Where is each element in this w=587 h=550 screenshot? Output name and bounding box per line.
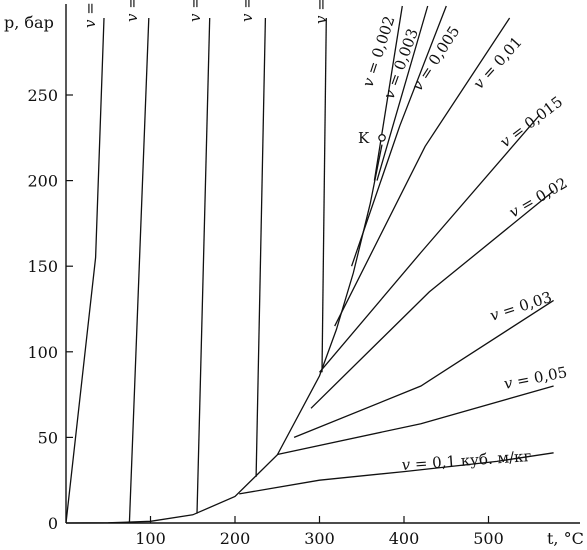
isochore-v-0-003 [376, 5, 429, 181]
isochore-v-0-002 [373, 5, 403, 181]
y-tick-label: 150 [27, 257, 58, 276]
y-tick-label: 200 [27, 172, 58, 191]
isochore-v-0-1 [239, 452, 554, 495]
x-tick-label: 100 [135, 529, 166, 548]
isochore-v-0-02 [310, 190, 555, 409]
isochore-v-0-0014 [321, 17, 327, 373]
ticks: 0 50 100 150 200 250 100 200 300 400 500 [27, 86, 503, 548]
isochore-label-v-0-0012: v = 0,0012 [238, 0, 256, 22]
isochore-label-v-0-00103: v = 0,00103 [123, 0, 141, 22]
isochores [65, 5, 555, 524]
isochore-label-v-0-1: v = 0,1 куб. м/кг [401, 447, 532, 474]
saturation-curve [65, 144, 383, 524]
isochore-label-v-0-01: v = 0,01 [470, 33, 526, 93]
isochore-v-0-0011 [196, 17, 211, 514]
axes: p, бар t, °C [4, 4, 584, 548]
x-axis-title: t, °C [547, 529, 584, 548]
critical-point-marker [378, 134, 386, 142]
y-tick-label: 100 [27, 343, 58, 362]
isochore-v-0-0012 [255, 17, 267, 477]
isochore-label-v-0-015: v = 0,015 [497, 93, 567, 152]
critical-point-group: K [358, 129, 386, 147]
isochore-label-v-0-0014: v = 0,0014 [312, 0, 330, 24]
x-tick-label: 400 [389, 529, 420, 548]
critical-point-label: K [358, 129, 370, 147]
isochore-label-v-0-02: v = 0,02 [506, 174, 570, 222]
isochore-v-0-03 [293, 299, 554, 439]
isochore-label-v-0-0011: v = 0,0011 [186, 0, 204, 22]
isochore-v-0-00103 [128, 17, 150, 524]
y-tick-label: 50 [38, 428, 58, 447]
x-tick-label: 200 [220, 529, 251, 548]
isochore-v-0-005 [350, 5, 447, 267]
isochore-label-v-0-03: v = 0,03 [488, 288, 554, 325]
y-tick-label: 250 [27, 86, 58, 105]
isochore-label-v-0-001: v = 0,001 [81, 0, 99, 28]
isochore-label-v-0-05: v = 0,05 [502, 363, 568, 393]
x-tick-label: 500 [473, 529, 504, 548]
isochore-v-0-015 [319, 115, 540, 373]
isochore-v-0-01 [334, 17, 511, 327]
isochore-v-0-05 [277, 385, 554, 456]
x-tick-label: 300 [304, 529, 335, 548]
isochore-v-0-001 [65, 17, 105, 524]
y-axis-title: p, бар [4, 13, 54, 32]
y-tick-label: 0 [48, 514, 58, 533]
